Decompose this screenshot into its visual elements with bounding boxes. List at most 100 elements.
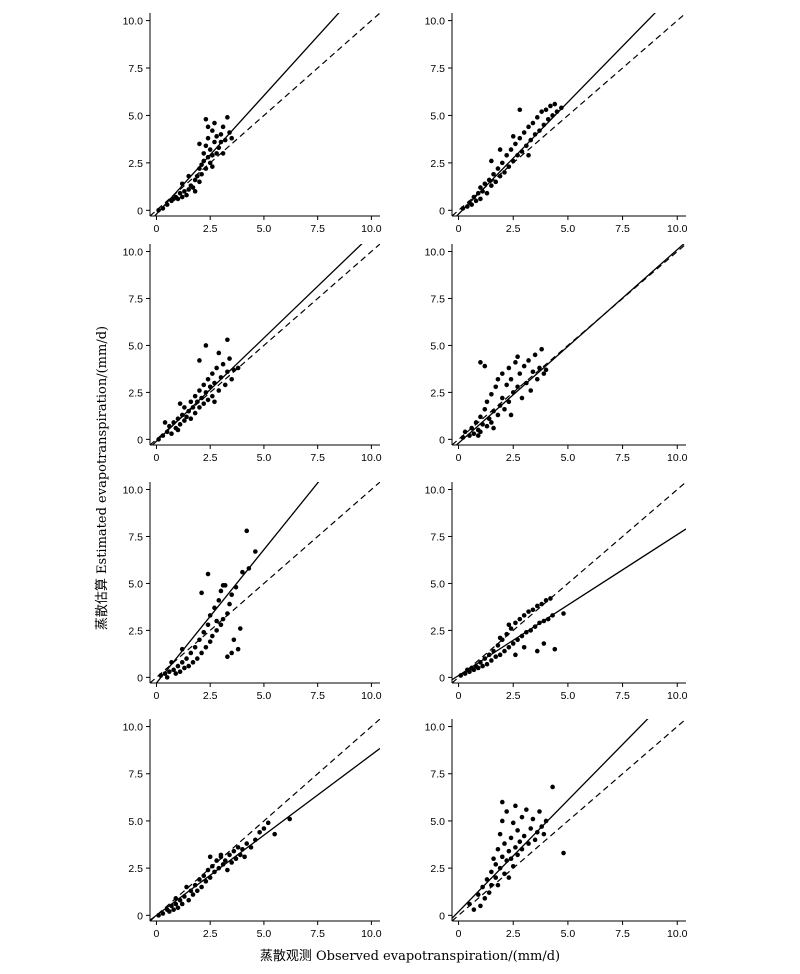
data-point (253, 549, 258, 554)
data-point (508, 626, 514, 631)
data-point (231, 848, 237, 854)
data-point (188, 416, 194, 422)
x-tick-label: 10.0 (667, 223, 688, 235)
data-point (499, 799, 505, 805)
x-tick-label: 5.0 (561, 690, 576, 702)
data-point (506, 645, 512, 650)
data-point (207, 613, 213, 618)
data-point (197, 179, 202, 185)
data-point (173, 901, 179, 907)
data-point (212, 399, 217, 405)
data-point (212, 605, 217, 611)
data-point (460, 206, 466, 211)
data-point (162, 671, 168, 676)
data-point (257, 829, 262, 835)
data-point (210, 128, 215, 133)
x-tick-label: 7.5 (310, 928, 325, 940)
data-point (179, 660, 185, 665)
data-point (214, 134, 219, 139)
data-point (218, 852, 224, 858)
data-point (515, 828, 520, 833)
x-tick-label: 5.0 (561, 452, 576, 464)
x-tick-label: 10.0 (361, 690, 382, 702)
x-tick-label: 2.5 (203, 223, 218, 235)
data-point (167, 669, 172, 675)
x-tick-label: 0 (154, 928, 160, 940)
data-point (203, 343, 209, 348)
data-point (475, 190, 481, 196)
data-point (220, 583, 226, 588)
y-tick-label: 10.0 (425, 722, 446, 734)
data-point (199, 884, 204, 890)
data-point (156, 437, 161, 442)
data-point (561, 850, 566, 856)
data-point (526, 152, 531, 158)
data-point (515, 852, 520, 858)
data-point (506, 164, 512, 169)
data-point (467, 433, 472, 438)
data-point (475, 433, 481, 438)
data-point (192, 177, 198, 183)
data-point (287, 816, 293, 822)
data-point (184, 192, 189, 198)
data-point (222, 858, 228, 863)
y-tick-label: 10.0 (123, 16, 144, 28)
data-point (171, 420, 176, 425)
data-point (497, 403, 503, 408)
data-point (491, 648, 496, 654)
data-point (182, 405, 187, 410)
data-point (475, 665, 481, 671)
data-point (521, 363, 527, 369)
data-point (186, 173, 191, 179)
data-point (545, 116, 551, 122)
x-tick-label: 0 (154, 452, 160, 464)
data-point (478, 185, 483, 190)
data-point (480, 663, 485, 669)
data-point (205, 622, 211, 628)
x-tick-label: 0 (154, 223, 160, 235)
data-point (216, 865, 222, 871)
data-point (513, 652, 518, 658)
data-point (552, 101, 558, 107)
data-point (491, 171, 496, 177)
data-point (491, 425, 496, 431)
y-tick-label: 5.0 (128, 816, 143, 828)
data-point (201, 158, 207, 164)
data-point (192, 410, 198, 416)
data-point (192, 882, 198, 888)
data-point (510, 134, 516, 139)
data-point (194, 173, 200, 179)
data-point (156, 208, 161, 213)
data-point (205, 154, 211, 160)
data-point (521, 833, 527, 839)
y-tick-label: 5.0 (128, 578, 143, 590)
x-tick-label: 7.5 (615, 928, 630, 940)
x-tick-label: 5.0 (257, 928, 272, 940)
data-point (510, 641, 516, 646)
data-point (480, 884, 485, 890)
data-point (214, 151, 219, 156)
data-point (233, 856, 239, 862)
data-point (519, 633, 525, 639)
y-tick-label: 7.5 (128, 63, 143, 75)
data-point (214, 365, 219, 371)
data-point (210, 371, 215, 376)
data-point (521, 613, 527, 618)
x-tick-label: 5.0 (561, 928, 576, 940)
data-point (499, 371, 505, 376)
data-point (218, 139, 224, 145)
data-point (489, 183, 494, 188)
y-tick-label: 10.0 (123, 485, 144, 497)
y-tick-label: 0 (137, 205, 143, 217)
data-point (482, 363, 488, 369)
data-point (205, 124, 211, 130)
one-to-one-line (452, 482, 686, 683)
data-point (495, 412, 501, 418)
data-point (205, 867, 211, 873)
data-point (210, 152, 215, 158)
data-point (515, 637, 520, 643)
data-point (201, 151, 207, 156)
y-tick-label: 10.0 (425, 247, 446, 259)
data-point (203, 166, 209, 171)
x-tick-label: 2.5 (506, 452, 521, 464)
